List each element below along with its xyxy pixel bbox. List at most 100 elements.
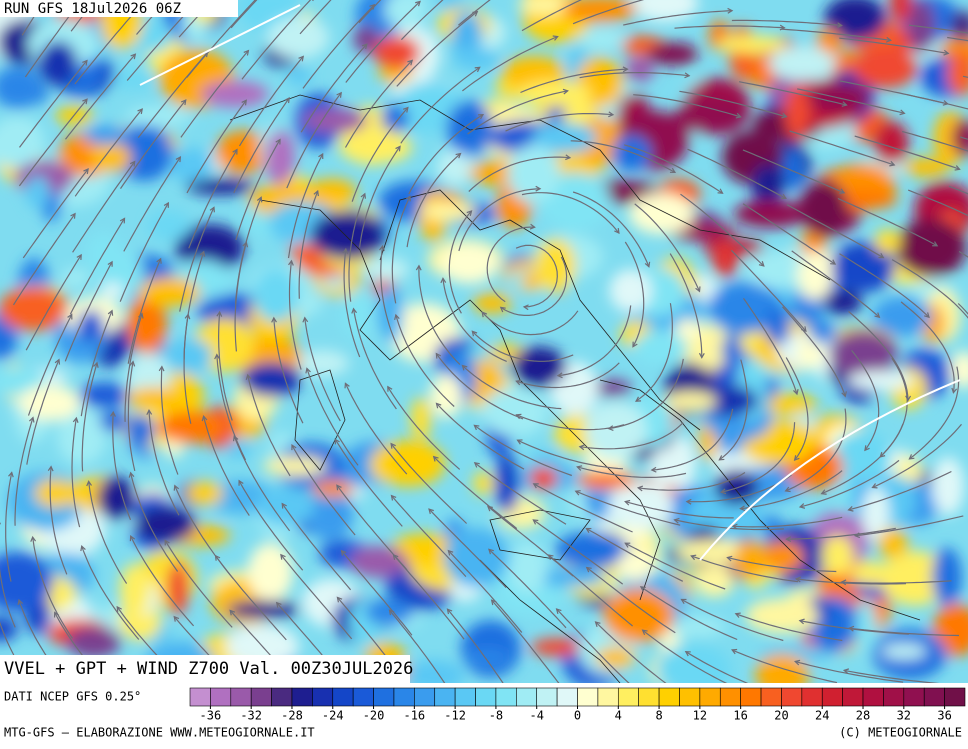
colorbar-box [374,688,394,706]
colorbar-box [863,688,883,706]
colorbar-tick-label: -24 [322,709,344,723]
field-blob [881,643,927,659]
field-blob [253,268,299,322]
field-blob [603,589,674,643]
field-blob [694,565,734,597]
field-blob [120,563,151,616]
colorbar-tick-label: 36 [937,709,951,723]
colorbar-tick-label: -36 [200,709,222,723]
field-blob [734,200,807,228]
colorbar-box [435,688,455,706]
field-blob [463,649,510,666]
field-blob [769,46,836,81]
field-blob [625,58,655,82]
field-blob [932,457,964,515]
field-blob [810,321,836,344]
colorbar-box [904,688,924,706]
colorbar-box [557,688,577,706]
colorbar-tick-label: -4 [529,709,543,723]
colorbar-box [761,688,781,706]
colorbar-box [251,688,271,706]
colorbar-tick-label: 8 [655,709,662,723]
colorbar-box [618,688,638,706]
field-blob [302,108,367,133]
field-blob [853,47,917,88]
colorbar-box [741,688,761,706]
field-blob [874,229,900,254]
colorbar-tick-label: 0 [574,709,581,723]
field-blob [675,319,700,340]
field-blob [711,240,738,277]
colorbar-box [720,688,740,706]
field-blob [446,101,493,156]
field-blob [440,243,498,284]
colorbar-tick-label: -20 [363,709,385,723]
colorbar-box [578,688,598,706]
field-blob [126,387,182,409]
field-blob [373,36,420,70]
field-blob [165,338,213,373]
colorbar-box [598,688,618,706]
field-blob [617,550,654,581]
colorbar-box [476,688,496,706]
colorbar-tick-label: -16 [403,709,425,723]
colorbar-box [639,688,659,706]
field-blob [365,599,412,626]
field-blob [372,440,445,486]
field-blob [308,179,357,206]
map-title: VVEL + GPT + WIND Z700 Val. 00Z30JUL2026 [4,659,413,679]
field-blob [585,401,647,460]
colorbar-box [843,688,863,706]
colorbar-tick-label: -8 [489,709,503,723]
colorbar-tick-label: -12 [444,709,466,723]
colorbar-box [496,688,516,706]
field-blob [822,535,854,576]
field-blob [405,660,464,691]
run-label: RUN GFS 18Jul2026 06Z [4,1,181,17]
field-blob [482,387,548,437]
colorbar-box [679,688,699,706]
colorbar-box [353,688,373,706]
field-blob [512,347,566,388]
field-blob [241,362,301,397]
colorbar-box [781,688,801,706]
field-blob [629,193,694,234]
field-blob [495,454,519,514]
field-blob [339,131,412,164]
field-blob [186,179,255,195]
field-blob [312,480,354,497]
field-blob [656,644,731,695]
field-blob [856,598,876,654]
colorbar-box [924,688,944,706]
colorbar-box [333,688,353,706]
colorbar-box [210,688,230,706]
colorbar-box [537,688,557,706]
field-blob [452,47,499,70]
colorbar-tick-label: 28 [856,709,870,723]
field-blob [851,561,890,585]
field-blob [148,211,191,241]
colorbar-tick-label: 12 [693,709,707,723]
field-blob [823,290,862,315]
colorbar-box [312,688,332,706]
field-blob [507,145,560,204]
field-blob [411,397,432,440]
field-blob [664,392,717,411]
field-blob [201,81,269,108]
colorbar-box [822,688,842,706]
field-blob [365,257,409,281]
field-blob [802,179,848,237]
colorbar-box [516,688,536,706]
field-blob [97,476,135,519]
field-blob [595,647,635,668]
field-blob [765,304,790,346]
field-blob [783,148,803,191]
colorbar-box [292,688,312,706]
colorbar-box [272,688,292,706]
footer-right: (C) METEOGIORNALE [839,726,962,740]
field-blob [110,71,153,89]
colorbar-tick-label: 32 [897,709,911,723]
